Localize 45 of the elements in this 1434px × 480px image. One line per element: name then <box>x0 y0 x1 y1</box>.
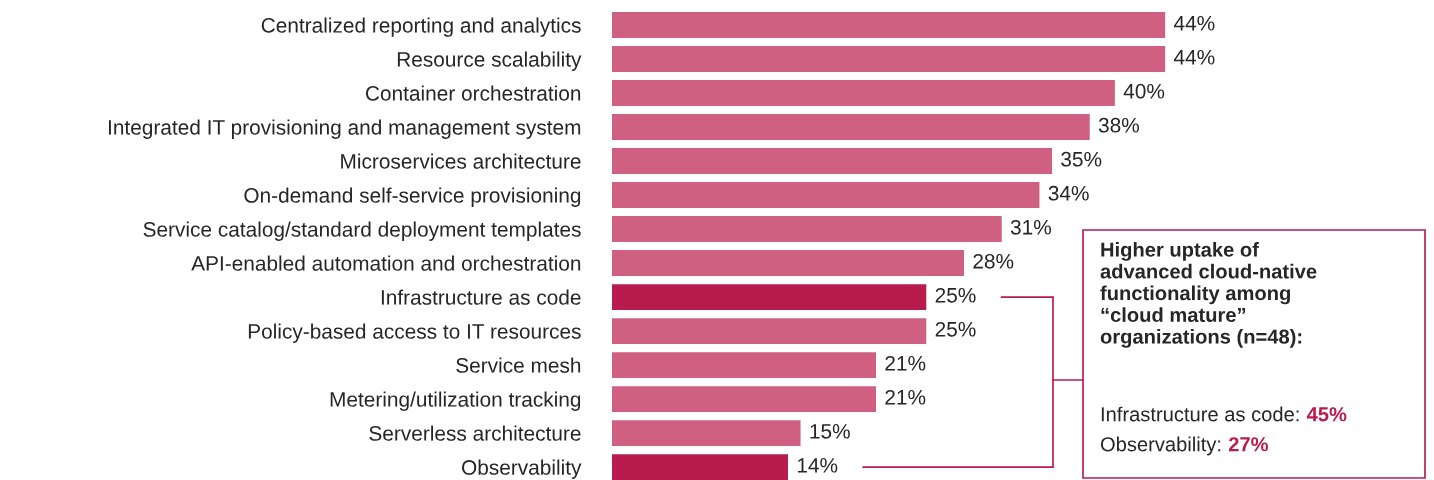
y-tick-label: Policy-based access to IT resources <box>248 323 581 343</box>
bar <box>612 454 789 480</box>
y-tick-label: Metering/utilization tracking <box>330 391 581 411</box>
bar <box>612 46 1166 72</box>
bar <box>612 114 1090 140</box>
data-label: 38% <box>1098 117 1140 133</box>
bar <box>612 216 1002 242</box>
data-label: 25% <box>935 287 976 303</box>
data-label: 34% <box>1048 185 1089 201</box>
annotation: Higher uptake of advanced cloud-native functionality among “cloud mature” organizations (n=48): <box>1100 242 1317 348</box>
y-tick-label: Service mesh <box>456 357 581 373</box>
y-tick-label: Integrated IT provisioning and management system <box>108 119 581 139</box>
y-tick-label: Microservices architecture <box>341 153 581 169</box>
y-tick-label: API-enabled automation and orchestration <box>191 255 581 271</box>
bar <box>612 12 1166 38</box>
y-tick-label: Infrastructure as code <box>381 289 581 305</box>
data-label: 25% <box>935 321 976 337</box>
y-tick-label: Resource scalability <box>397 51 582 71</box>
bar <box>612 182 1040 208</box>
bar <box>612 148 1053 174</box>
data-label: 31% <box>1010 219 1052 235</box>
bar <box>612 420 801 446</box>
data-label: 15% <box>810 424 850 439</box>
y-tick-label: Observability <box>462 459 582 479</box>
data-label: 44% <box>1173 49 1215 65</box>
data-label: 40% <box>1123 83 1165 99</box>
annotation: Infrastructure as code: 45% <box>1101 406 1347 422</box>
data-label: 14% <box>797 458 838 473</box>
y-tick-label: Centralized reporting and analytics <box>261 17 581 37</box>
y-tick-label: Service catalog/standard deployment templates <box>143 221 581 241</box>
annotation: Observability: 27% <box>1100 436 1269 456</box>
data-label: 21% <box>885 389 926 405</box>
data-label: 21% <box>885 355 926 371</box>
bar <box>612 284 927 310</box>
data-label: 28% <box>973 253 1014 269</box>
data-label: 44% <box>1173 15 1215 31</box>
y-tick-label: Serverless architecture <box>369 425 581 441</box>
bar <box>612 250 965 276</box>
data-label: 35% <box>1061 151 1102 167</box>
bar <box>612 352 877 378</box>
bar <box>612 318 927 344</box>
y-tick-label: On-demand self-service provisioning <box>244 187 581 207</box>
bar <box>612 386 877 412</box>
bar <box>612 80 1115 106</box>
y-tick-label: Container orchestration <box>365 85 581 101</box>
